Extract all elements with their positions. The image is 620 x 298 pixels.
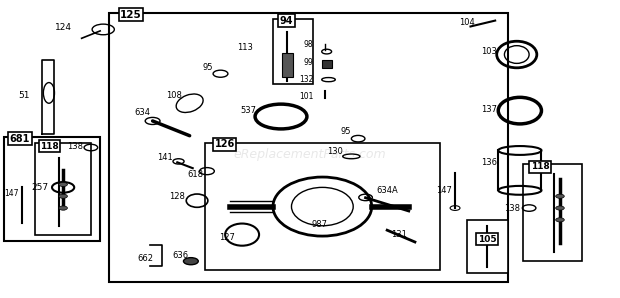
Text: 94: 94 [280, 15, 293, 26]
Text: 105: 105 [478, 235, 497, 243]
Text: 101: 101 [299, 92, 313, 101]
Text: 136: 136 [481, 158, 497, 167]
Circle shape [184, 258, 198, 265]
Text: 118: 118 [531, 162, 549, 171]
Text: 147: 147 [436, 186, 452, 195]
Text: 128: 128 [169, 192, 185, 201]
Text: 124: 124 [55, 24, 72, 32]
Circle shape [59, 206, 68, 210]
FancyBboxPatch shape [109, 13, 508, 282]
FancyBboxPatch shape [4, 137, 100, 240]
Text: 147: 147 [4, 189, 19, 198]
Text: 131: 131 [392, 230, 407, 239]
Circle shape [59, 194, 68, 198]
Text: 98: 98 [303, 40, 313, 49]
Bar [322, 60, 332, 68]
Text: 103: 103 [481, 47, 497, 56]
Bar [282, 53, 293, 77]
Text: 634: 634 [134, 108, 150, 117]
Text: 138: 138 [68, 142, 84, 150]
Text: 662: 662 [138, 254, 154, 263]
Circle shape [556, 194, 564, 198]
Circle shape [556, 218, 564, 222]
Circle shape [59, 182, 68, 187]
Text: 618: 618 [188, 170, 204, 179]
Text: 634A: 634A [376, 186, 398, 195]
Text: 681: 681 [10, 134, 30, 144]
Text: 127: 127 [219, 233, 234, 242]
Text: 99: 99 [303, 58, 313, 67]
Text: 104: 104 [459, 18, 476, 27]
FancyBboxPatch shape [523, 164, 582, 261]
Text: 113: 113 [237, 43, 253, 52]
Text: eReplacementParts.com: eReplacementParts.com [234, 148, 386, 162]
FancyBboxPatch shape [467, 220, 508, 273]
Text: 125: 125 [120, 10, 142, 20]
Text: 132: 132 [299, 75, 313, 84]
Text: 257: 257 [32, 183, 49, 192]
Text: 987: 987 [311, 220, 327, 229]
FancyBboxPatch shape [205, 143, 440, 270]
Text: 108: 108 [166, 91, 182, 100]
Text: 51: 51 [19, 91, 30, 100]
Text: 130: 130 [327, 148, 343, 156]
Text: 141: 141 [157, 153, 173, 162]
Text: 95: 95 [203, 63, 213, 72]
Text: 126: 126 [215, 139, 235, 149]
Text: 537: 537 [241, 106, 256, 115]
Circle shape [556, 206, 564, 210]
Text: 118: 118 [40, 142, 59, 150]
Text: 95: 95 [340, 127, 351, 136]
Text: 138: 138 [505, 204, 520, 212]
FancyBboxPatch shape [35, 143, 91, 235]
FancyBboxPatch shape [273, 19, 313, 84]
Text: 636: 636 [172, 251, 188, 260]
Text: 137: 137 [481, 105, 497, 114]
